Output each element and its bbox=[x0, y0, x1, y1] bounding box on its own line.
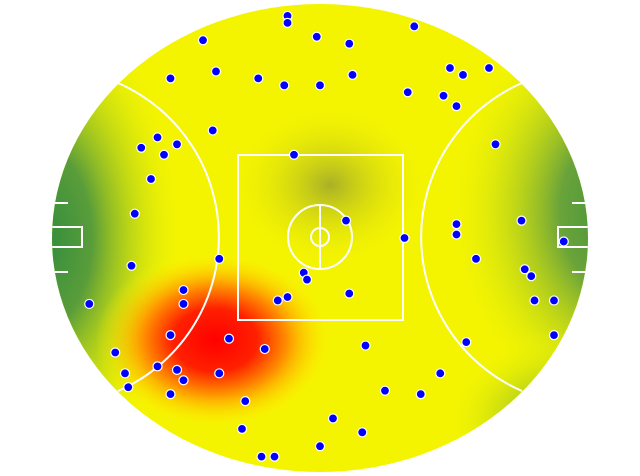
data-point-10 bbox=[314, 80, 326, 91]
data-point-13 bbox=[444, 62, 456, 74]
data-point-6 bbox=[165, 73, 176, 84]
data-point-53 bbox=[360, 340, 371, 351]
data-point-62 bbox=[165, 389, 176, 400]
data-point-24 bbox=[490, 139, 501, 150]
data-point-4 bbox=[344, 38, 355, 49]
data-point-23 bbox=[288, 149, 300, 160]
data-point-34 bbox=[214, 253, 225, 264]
data-point-33 bbox=[126, 260, 137, 271]
data-point-37 bbox=[526, 271, 537, 282]
right-goal-square bbox=[557, 226, 588, 248]
data-points bbox=[84, 10, 569, 462]
data-point-31 bbox=[399, 232, 410, 244]
data-point-11 bbox=[347, 69, 358, 81]
data-point-16 bbox=[438, 90, 449, 101]
data-point-70 bbox=[256, 451, 267, 462]
data-point-71 bbox=[269, 451, 280, 462]
data-point-12 bbox=[402, 87, 413, 98]
data-point-3 bbox=[311, 31, 322, 42]
left-goal-square bbox=[52, 226, 83, 248]
data-point-64 bbox=[415, 389, 426, 400]
data-point-45 bbox=[344, 288, 355, 299]
data-point-22 bbox=[171, 139, 183, 150]
data-point-18 bbox=[207, 125, 218, 136]
data-point-35 bbox=[470, 253, 482, 264]
data-point-48 bbox=[165, 330, 176, 341]
data-point-60 bbox=[435, 368, 446, 379]
data-point-39 bbox=[301, 274, 313, 285]
data-point-40 bbox=[178, 284, 189, 296]
data-point-28 bbox=[451, 219, 462, 230]
data-point-55 bbox=[152, 361, 163, 372]
data-point-57 bbox=[119, 368, 131, 379]
data-point-1 bbox=[282, 17, 293, 28]
data-point-21 bbox=[158, 149, 170, 160]
data-point-25 bbox=[145, 173, 157, 185]
data-point-54 bbox=[461, 337, 472, 348]
data-point-46 bbox=[529, 295, 540, 306]
data-point-68 bbox=[357, 427, 368, 438]
data-point-15 bbox=[483, 62, 495, 74]
data-point-63 bbox=[379, 385, 391, 396]
data-point-47 bbox=[548, 295, 560, 306]
data-point-26 bbox=[129, 208, 140, 219]
data-point-65 bbox=[240, 395, 251, 407]
data-point-32 bbox=[558, 236, 569, 247]
data-point-41 bbox=[84, 298, 95, 310]
data-point-49 bbox=[223, 333, 235, 344]
data-point-42 bbox=[178, 298, 189, 310]
data-point-44 bbox=[282, 291, 293, 303]
right-50-arc bbox=[420, 82, 523, 392]
left-50-arc bbox=[117, 82, 220, 392]
data-point-5 bbox=[409, 21, 420, 32]
data-point-36 bbox=[519, 264, 530, 275]
data-point-56 bbox=[171, 364, 183, 375]
data-point-19 bbox=[152, 132, 163, 143]
data-point-69 bbox=[314, 441, 326, 452]
data-point-59 bbox=[178, 375, 189, 386]
data-point-29 bbox=[451, 229, 462, 240]
data-point-67 bbox=[236, 423, 248, 434]
data-point-14 bbox=[457, 69, 469, 81]
data-point-52 bbox=[259, 343, 270, 355]
data-point-9 bbox=[279, 80, 290, 91]
data-point-7 bbox=[210, 66, 222, 77]
data-point-43 bbox=[272, 295, 283, 306]
data-point-20 bbox=[136, 142, 147, 153]
data-point-2 bbox=[197, 35, 209, 46]
data-point-58 bbox=[214, 368, 225, 379]
data-point-50 bbox=[548, 330, 560, 341]
data-point-30 bbox=[516, 215, 527, 226]
data-point-17 bbox=[451, 101, 462, 112]
data-point-51 bbox=[110, 347, 121, 358]
data-point-61 bbox=[123, 382, 134, 393]
data-point-66 bbox=[327, 413, 339, 424]
data-point-8 bbox=[253, 73, 264, 84]
data-point-27 bbox=[340, 215, 352, 226]
